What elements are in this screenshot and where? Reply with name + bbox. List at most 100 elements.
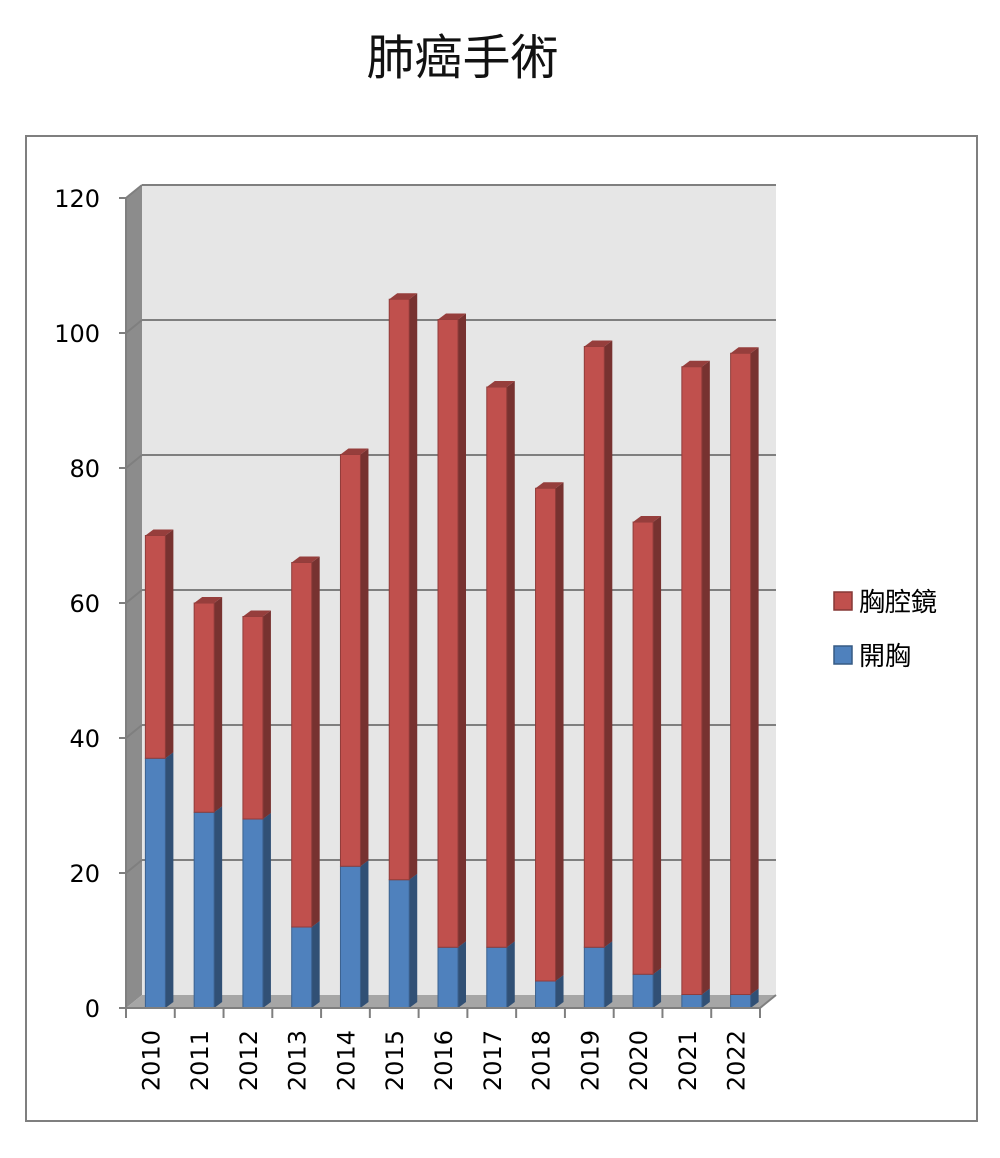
bar-segment-open [291, 921, 320, 1009]
x-tick-label: 2016 [430, 1030, 458, 1091]
x-tick-label: 2017 [479, 1030, 507, 1091]
y-tick-label: 100 [54, 320, 100, 348]
bar-side [214, 597, 223, 813]
bar-side [750, 347, 759, 995]
bar-segment-vats [730, 347, 759, 995]
bar-segment-open [242, 813, 271, 1009]
x-axis-depth [759, 994, 777, 1009]
bar-side [262, 813, 271, 1008]
bar-segment-vats [437, 313, 466, 948]
bar-side [458, 941, 466, 1008]
bar-segment-vats [144, 529, 174, 759]
y-tick-label: 60 [69, 590, 100, 618]
bar [583, 346, 605, 948]
bar [144, 535, 166, 759]
bar-top [486, 381, 515, 387]
gridline-depth [125, 859, 143, 874]
bar [681, 366, 703, 995]
bar-segment-vats [681, 360, 710, 995]
bar-segment-vats [535, 482, 564, 982]
bar-segment-open [388, 873, 418, 1009]
bar-side [165, 752, 174, 1008]
bar [437, 946, 459, 1009]
x-tick-label: 2020 [625, 1030, 653, 1091]
bar-top [438, 313, 466, 320]
bar-side [262, 610, 271, 819]
bar-top [633, 516, 662, 522]
bar-segment-vats [242, 610, 271, 820]
x-tick-label: 2022 [723, 1030, 751, 1091]
bar [583, 946, 605, 1009]
bar-side [311, 556, 320, 927]
bar-segment-open [339, 860, 369, 1009]
bar [193, 811, 215, 1009]
bar [632, 973, 654, 1009]
y-tick-label: 40 [69, 725, 100, 753]
legend-swatch [833, 591, 853, 611]
bar-side [750, 988, 759, 1008]
bar-segment-vats [632, 516, 662, 975]
bar-segment-vats [486, 381, 515, 948]
legend-swatch [833, 645, 853, 665]
bar [242, 616, 264, 820]
bar [144, 757, 166, 1009]
bar [388, 298, 410, 881]
gridline-depth [125, 184, 143, 199]
x-tick-label: 2012 [235, 1030, 263, 1091]
legend-label: 開胸 [859, 642, 911, 672]
bar [339, 865, 361, 1009]
bar-side [311, 921, 320, 1008]
bar-top [194, 597, 223, 603]
y-tick-label: 20 [69, 860, 100, 888]
x-tick-label: 2019 [576, 1030, 604, 1091]
bar-top [145, 529, 174, 536]
bar-segment-vats [583, 340, 613, 948]
bar [535, 980, 557, 1009]
bar-side [360, 860, 369, 1008]
bar [193, 602, 215, 813]
bar-side [214, 806, 223, 1008]
bar-top [389, 293, 418, 300]
gridline-depth [125, 319, 143, 334]
x-tick-label: 2018 [528, 1030, 556, 1091]
bar [730, 994, 752, 1009]
bar-segment-vats [339, 448, 369, 867]
bar-side [701, 988, 710, 1008]
bar-side [458, 313, 466, 948]
bar-side [653, 516, 662, 975]
bar [681, 994, 703, 1009]
bar [486, 386, 508, 948]
bar [632, 521, 654, 975]
bar-side [506, 381, 515, 948]
bar-side [701, 360, 710, 995]
y-tick-label: 80 [69, 455, 100, 483]
bar-side [165, 529, 174, 759]
bar-segment-open [144, 752, 174, 1009]
bar [291, 926, 313, 1009]
bar-side [360, 448, 369, 867]
bar-top [242, 610, 271, 617]
bar-side [604, 941, 613, 1008]
bar-side [506, 941, 515, 1008]
x-tick-label: 2013 [284, 1030, 312, 1091]
bar [437, 319, 459, 948]
x-tick-label: 2014 [332, 1030, 360, 1091]
x-tick-label: 2015 [381, 1030, 409, 1091]
y-tick-label: 0 [85, 995, 100, 1023]
gridline-depth [125, 454, 143, 469]
x-tick-label: 2010 [137, 1030, 165, 1091]
bar-side [555, 975, 564, 1008]
y-tick-label: 120 [54, 185, 100, 213]
x-tick-label: 2021 [674, 1030, 702, 1091]
bar-side [604, 340, 613, 948]
bar-segment-vats [388, 293, 418, 881]
chart-title: 肺癌手術 [366, 30, 559, 86]
legend-label: 胸腔鏡 [859, 588, 937, 618]
bar [242, 818, 264, 1009]
bar-top [291, 556, 320, 563]
bar-segment-vats [291, 556, 320, 928]
bar-top [340, 448, 369, 455]
bar-segment-open [193, 806, 223, 1009]
bar-side [653, 968, 662, 1008]
